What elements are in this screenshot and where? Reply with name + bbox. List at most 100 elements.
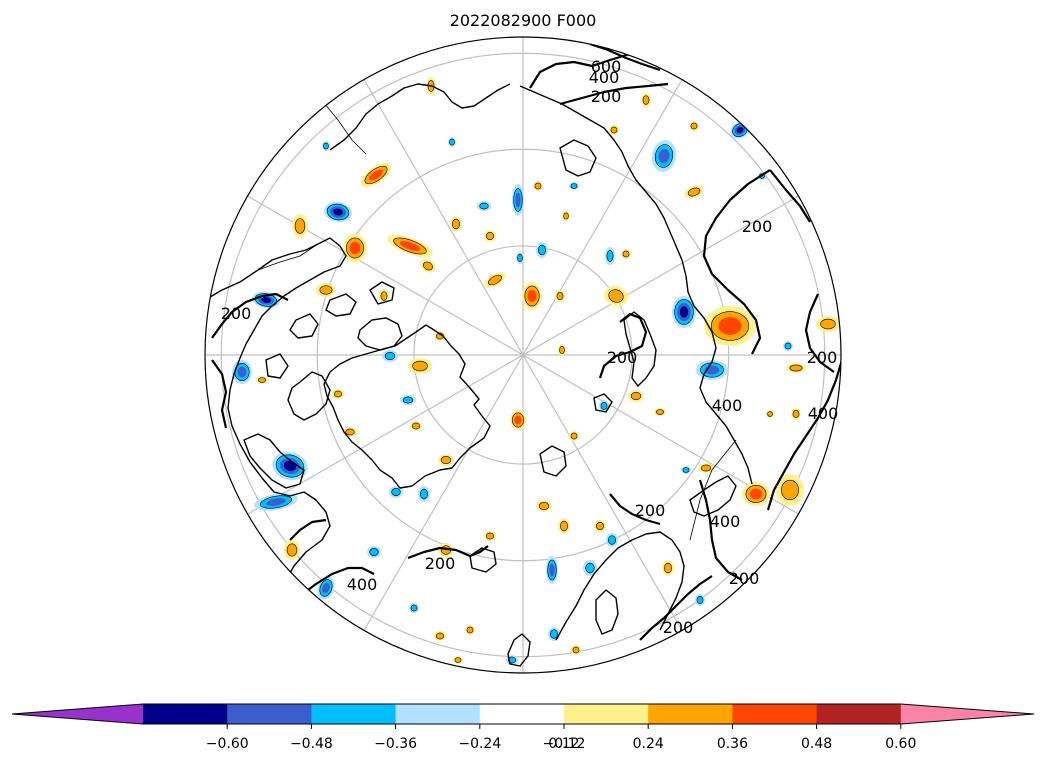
anomaly-blob [609,125,619,135]
anomaly-blob [324,201,352,223]
border-north-america [257,243,319,271]
anomaly-blob [594,520,606,532]
contour-label: 400 [808,404,839,423]
anomaly-blob [477,201,491,211]
anomaly-blob [558,518,570,534]
anomaly-blob [786,363,806,373]
anomaly-blob [400,395,416,405]
contour-line-3 [589,42,661,72]
colorbar-extend-min [12,704,143,724]
border-canada-usa [319,97,367,155]
anomaly-blob [571,645,581,655]
anomaly-blob [569,431,579,441]
anomaly-blob [569,182,579,190]
meridian-line [247,354,524,515]
anomaly-blob [816,316,840,332]
contour-line-5 [769,169,811,223]
anomaly-blob [783,341,793,351]
anomaly-blob [418,486,430,502]
anomaly-blob [558,344,566,356]
anomaly-blob [453,656,463,664]
colorbar-outline [11,703,1035,725]
latitude-circle [316,148,730,562]
colorbar-extend-max [900,704,1034,724]
colorbar-tick-label: 0.12 [548,736,579,752]
contour-line-2 [559,82,669,106]
contour-line-10 [598,312,648,379]
contour-label: 200 [221,304,252,323]
contour-line-4 [702,169,771,355]
contour-label: 200 [807,348,838,367]
anomaly-blob [555,290,565,302]
anomaly-blob [689,121,699,131]
anomaly-blob [387,234,433,258]
coastline-greenland [323,324,491,489]
coastline-islands-3 [369,281,395,305]
anomaly-blob [252,291,280,309]
anomaly-blob [379,289,389,303]
coastline-taymyr [559,139,597,177]
coastline-alaska [329,83,511,151]
anomaly-blob [434,631,446,641]
contour-line-7 [211,359,228,429]
contour-label: 400 [712,396,743,415]
coastline-uk [507,633,531,667]
contour-label: 200 [425,554,456,573]
anomaly-blob [450,216,462,232]
anomaly-blob [284,540,300,560]
coastline-ellesmere [357,317,403,351]
anomaly-blob [232,360,252,384]
anomaly-blob [628,390,644,402]
colorbar-tick-label: −0.24 [458,736,501,752]
contour-label: 400 [347,575,378,594]
coastline-hudson-bay [243,433,305,489]
contour-line-1 [529,48,651,89]
anomaly-blob [533,181,543,191]
anomaly-blob [256,376,268,384]
anomaly-blob [684,185,704,199]
anomaly-blob [791,408,801,420]
anomaly-fill-layer [232,77,840,665]
anomaly-blob [367,546,381,558]
political-borders [257,97,737,541]
contour-label: 200 [607,348,638,367]
contour-line-9 [766,359,841,511]
anomaly-blob [604,285,628,307]
coastline-siberia [519,85,753,485]
map-boundary [204,36,842,674]
anomaly-blob [546,556,558,584]
anomaly-blob [343,234,367,262]
anomaly-blob [360,162,392,188]
coastlines [205,83,753,667]
colorbar-tick-label: −0.36 [374,736,417,752]
anomaly-blob [484,272,506,288]
anomaly-blob [332,389,344,399]
coastline-kola [689,475,737,517]
meridian-line [522,79,683,356]
anomaly-blob [776,474,804,506]
coastline-novaya-zemlya [623,311,657,387]
anomaly-blob [662,560,674,576]
colorbar-tick-label: 0.36 [717,736,748,752]
colorbar-segment [648,704,733,724]
colorbar-segment [395,704,481,724]
anomaly-blob [654,408,666,416]
contour-line-6 [211,292,289,339]
anomaly-blob [698,463,714,473]
colorbar-segment [227,704,312,724]
colorbar-tick-label: −0.12 [543,736,586,752]
anomaly-blob [408,358,432,374]
contour-line-15 [289,518,327,541]
contour-label: 200 [591,87,622,106]
anomaly-blob [448,137,456,147]
anomaly-blob [292,214,308,238]
coastline-islands-1 [325,293,357,317]
coastline-north-america [205,237,347,581]
anomaly-blob [742,482,770,506]
colorbar-segment [732,704,818,724]
contour-label: 600 [591,57,622,76]
anomaly-blob [484,230,496,242]
map-title: 2022082900 F000 [450,11,597,30]
anomaly-blob [583,560,597,576]
